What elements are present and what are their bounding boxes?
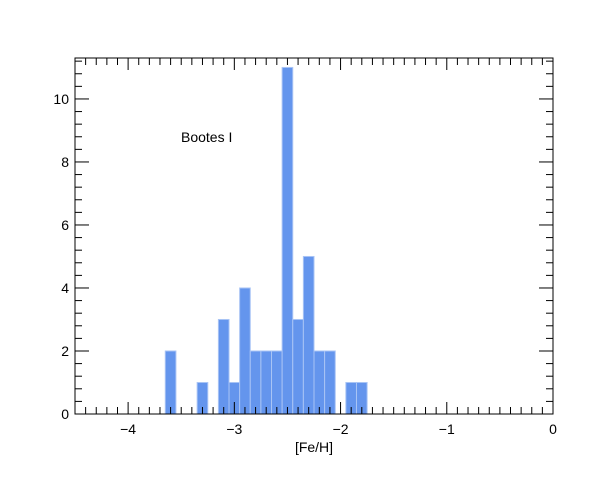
x-tick-label: −2 <box>333 421 349 437</box>
bars-group <box>164 66 368 415</box>
x-tick-label: 0 <box>549 421 557 437</box>
x-tick-label: −4 <box>120 421 136 437</box>
histogram-bar <box>164 350 177 415</box>
histogram-bar <box>249 350 262 415</box>
y-tick-label: 0 <box>61 406 69 422</box>
x-axis-title: [Fe/H] <box>295 439 333 455</box>
histogram-bar <box>260 350 273 415</box>
histogram-bar <box>281 66 294 415</box>
y-tick-label: 6 <box>61 217 69 233</box>
histogram-bar <box>271 350 283 415</box>
tick-labels-group: −4 −3 −2 −1 0 0 2 4 6 8 10 <box>53 91 557 437</box>
histogram-bar <box>217 318 230 415</box>
y-tick-label: 10 <box>53 91 69 107</box>
histogram-bar <box>239 287 251 415</box>
y-tick-label: 4 <box>61 280 69 296</box>
histogram-bar <box>302 255 315 415</box>
annotation-bootes: Bootes I <box>181 129 232 145</box>
histogram-bar <box>292 318 304 415</box>
y-tick-label: 2 <box>61 343 69 359</box>
plot-frame <box>74 57 554 415</box>
x-tick-label: −3 <box>226 421 242 437</box>
y-tick-label: 8 <box>61 154 69 170</box>
histogram-bar <box>313 350 326 415</box>
ticks-group <box>74 58 554 415</box>
histogram-bar <box>324 350 336 415</box>
x-tick-label: −1 <box>439 421 455 437</box>
